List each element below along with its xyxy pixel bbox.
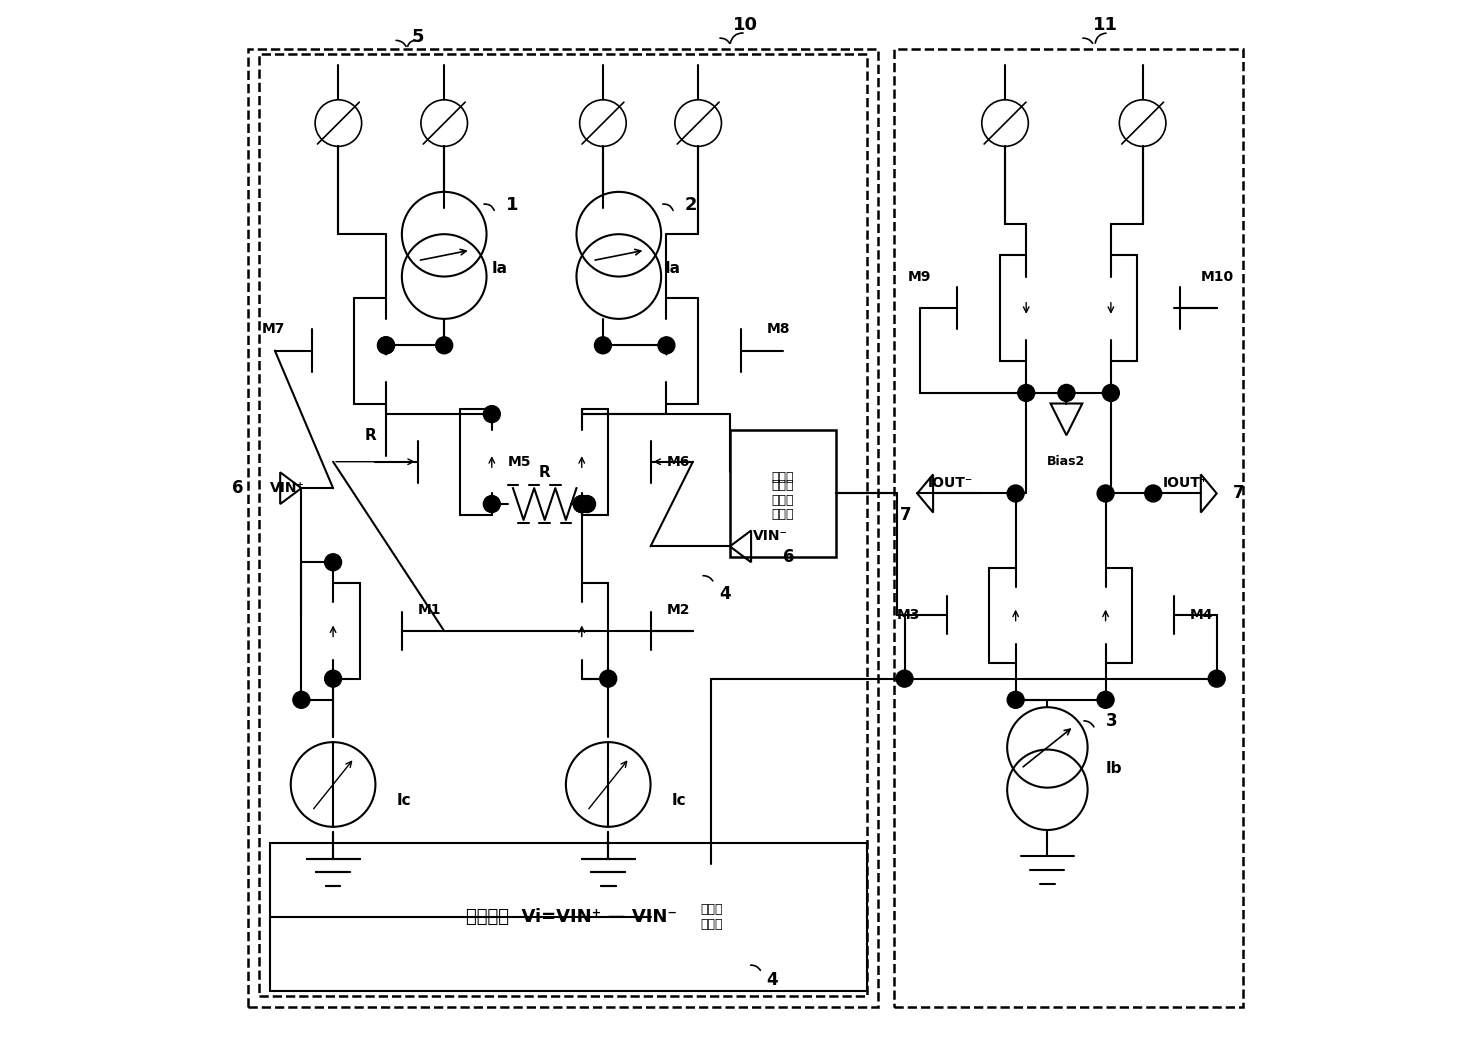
Circle shape xyxy=(1057,384,1075,401)
Circle shape xyxy=(600,671,616,688)
Text: M10: M10 xyxy=(1201,269,1234,283)
Circle shape xyxy=(483,495,501,512)
Text: 电平移
动电路: 电平移 动电路 xyxy=(701,903,723,930)
Text: M3: M3 xyxy=(897,608,920,622)
Circle shape xyxy=(378,336,394,353)
Bar xyxy=(650,864,772,970)
Text: IOUT⁺: IOUT⁺ xyxy=(1163,476,1207,490)
Text: Ib: Ib xyxy=(1106,761,1123,776)
Text: 10: 10 xyxy=(733,16,758,34)
Text: 电平移
动电路: 电平移 动电路 xyxy=(772,480,794,507)
Text: 电平移: 电平移 xyxy=(772,471,794,484)
Text: M9: M9 xyxy=(908,269,932,283)
Text: Ic: Ic xyxy=(672,793,686,807)
Circle shape xyxy=(658,336,675,353)
Text: M2: M2 xyxy=(666,603,690,616)
Text: 11: 11 xyxy=(1093,16,1118,34)
Bar xyxy=(270,842,868,991)
Text: 4: 4 xyxy=(767,971,778,989)
Text: R: R xyxy=(364,428,376,442)
Text: Ia: Ia xyxy=(492,261,508,276)
Bar xyxy=(259,54,868,996)
Bar xyxy=(895,49,1243,1007)
Text: Bias2: Bias2 xyxy=(1047,455,1086,468)
Text: IOUT⁻: IOUT⁻ xyxy=(927,476,973,490)
Circle shape xyxy=(435,336,453,353)
Text: 动电路: 动电路 xyxy=(772,508,794,521)
Text: 6: 6 xyxy=(783,547,794,566)
Text: 5: 5 xyxy=(412,29,424,47)
Circle shape xyxy=(324,554,342,571)
Circle shape xyxy=(378,336,394,353)
Text: 输入电压  Vi=VIN⁺ — VIN⁻: 输入电压 Vi=VIN⁺ — VIN⁻ xyxy=(465,908,677,926)
Circle shape xyxy=(293,692,310,709)
Circle shape xyxy=(573,495,591,512)
Circle shape xyxy=(1097,692,1114,709)
Circle shape xyxy=(579,495,595,512)
Text: 6: 6 xyxy=(231,480,243,498)
Bar xyxy=(730,430,835,557)
Circle shape xyxy=(1007,485,1023,502)
Text: Ia: Ia xyxy=(665,261,680,276)
Circle shape xyxy=(896,671,912,688)
Circle shape xyxy=(1208,671,1225,688)
Text: M5: M5 xyxy=(508,455,532,469)
Text: 3: 3 xyxy=(1106,712,1117,730)
Circle shape xyxy=(1097,485,1114,502)
Text: 4: 4 xyxy=(718,585,730,603)
Circle shape xyxy=(1145,485,1161,502)
Text: 2: 2 xyxy=(684,195,698,213)
Text: 1: 1 xyxy=(505,195,518,213)
Text: M4: M4 xyxy=(1191,608,1214,622)
Text: 7: 7 xyxy=(900,506,912,524)
Circle shape xyxy=(1007,692,1023,709)
Text: M8: M8 xyxy=(767,323,791,336)
Text: VIN⁺: VIN⁺ xyxy=(270,482,304,495)
Circle shape xyxy=(483,405,501,422)
Circle shape xyxy=(324,671,342,688)
Bar xyxy=(249,49,878,1007)
Text: 7: 7 xyxy=(1232,485,1244,503)
Text: VIN⁻: VIN⁻ xyxy=(754,528,788,543)
Circle shape xyxy=(1102,384,1120,401)
Text: Ic: Ic xyxy=(397,793,412,807)
Text: M7: M7 xyxy=(262,323,286,336)
Circle shape xyxy=(594,336,612,353)
Text: M6: M6 xyxy=(666,455,690,469)
Circle shape xyxy=(573,495,591,512)
Circle shape xyxy=(1017,384,1035,401)
Text: M1: M1 xyxy=(418,603,441,616)
Text: R: R xyxy=(539,465,551,480)
